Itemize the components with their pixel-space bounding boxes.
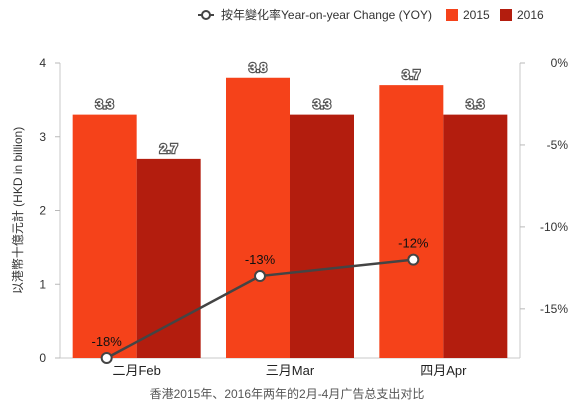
y-tick-right-label: -10% xyxy=(540,220,568,234)
legend-line-marker xyxy=(201,10,211,20)
yoy-point xyxy=(100,352,113,364)
bar-2016 xyxy=(136,158,201,358)
legend-swatch-2015 xyxy=(446,9,458,21)
chart-caption: 香港2015年、2016年两年的2月-4月广告总支出对比 xyxy=(150,386,425,401)
y-tick-left-label: 0 xyxy=(39,351,46,365)
yoy-value-label: -18% xyxy=(91,334,122,349)
y-tick-left-label: 4 xyxy=(39,56,46,70)
y-axis-title: 以港幣十億元計 (HKD in billion) xyxy=(10,127,25,294)
x-category-label: 三月Mar xyxy=(266,363,315,378)
yoy-point xyxy=(407,253,420,266)
bar-value-label: 3.3 xyxy=(466,97,484,112)
y-tick-right-label: 0% xyxy=(551,56,569,70)
bar-2016 xyxy=(290,114,354,358)
bar-value-label: 3.7 xyxy=(402,67,420,82)
bar-value-label: 3.3 xyxy=(313,97,331,112)
yoy-value-label: -12% xyxy=(398,236,429,251)
bar-2015 xyxy=(379,85,444,358)
bar-2015 xyxy=(72,114,137,358)
y-tick-left-label: 3 xyxy=(39,130,46,144)
bar-2016 xyxy=(443,114,508,358)
bar-value-label: 3.3 xyxy=(96,97,114,112)
y-tick-right-label: -15% xyxy=(540,302,568,316)
x-category-label: 二月Feb xyxy=(112,363,160,378)
legend-label-2016: 2016 xyxy=(517,8,544,22)
legend-label-yoy: 按年變化率Year-on-year Change (YOY) xyxy=(221,7,432,22)
legend-label-2015: 2015 xyxy=(463,8,490,22)
yoy-point xyxy=(254,270,266,283)
bar-value-label: 2.7 xyxy=(160,141,178,156)
x-category-label: 四月Apr xyxy=(420,363,467,378)
yoy-value-label: -13% xyxy=(245,252,276,267)
y-tick-left-label: 2 xyxy=(39,204,46,218)
bar-value-label: 3.8 xyxy=(249,60,267,75)
y-tick-left-label: 1 xyxy=(39,277,46,291)
y-tick-right-label: -5% xyxy=(547,138,569,152)
legend-swatch-2016 xyxy=(500,9,512,21)
bar-2015 xyxy=(226,77,290,358)
